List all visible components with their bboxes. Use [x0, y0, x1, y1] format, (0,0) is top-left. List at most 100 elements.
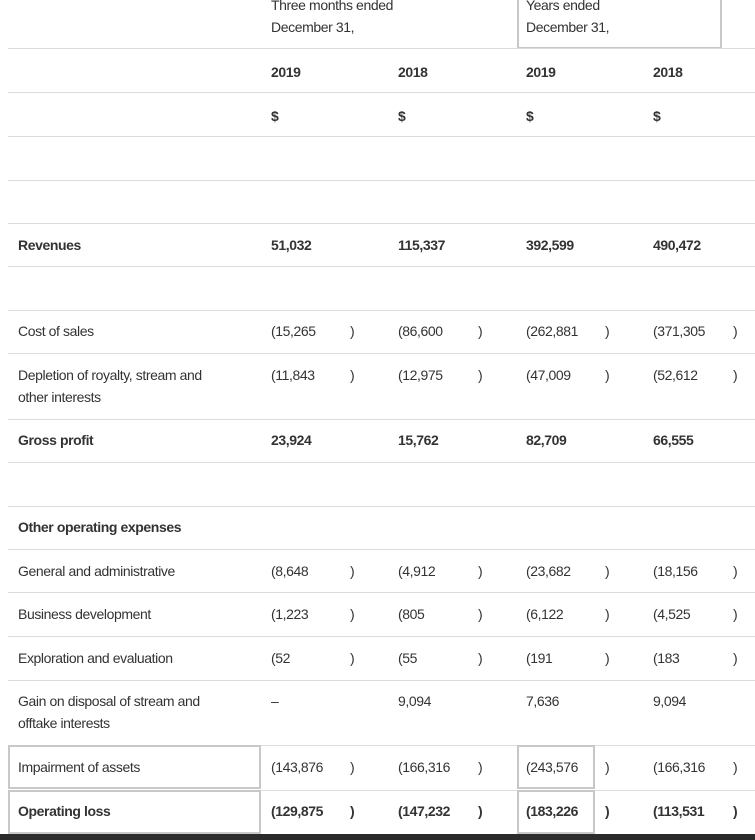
close-paren: )	[478, 803, 483, 819]
year-col-3: 2019	[526, 64, 556, 80]
row-value: (4,912	[398, 563, 436, 579]
highlight-value-box	[517, 745, 595, 789]
highlight-label-box	[8, 790, 261, 834]
currency-col-1: $	[271, 108, 279, 124]
close-paren: )	[733, 759, 738, 775]
years-header-line2: December 31,	[526, 19, 610, 35]
row-value: (15,265	[271, 323, 316, 339]
row-divider	[8, 353, 755, 354]
row-value: –	[271, 693, 279, 709]
row-divider	[8, 419, 755, 420]
row-label: Gain on disposal of stream and	[18, 693, 200, 709]
close-paren: )	[605, 650, 610, 666]
close-paren: )	[733, 803, 738, 819]
close-paren: )	[605, 803, 610, 819]
row-label: Gross profit	[18, 432, 94, 448]
currency-col-2: $	[398, 108, 406, 124]
year-col-2: 2018	[398, 64, 428, 80]
three-months-header-line2: December 31,	[271, 19, 355, 35]
row-divider	[8, 223, 755, 224]
row-value: 66,555	[653, 432, 694, 448]
row-value: (86,600	[398, 323, 443, 339]
row-value: (113,531	[653, 803, 705, 819]
row-value: (52,612	[653, 367, 698, 383]
highlight-label-box	[8, 745, 261, 789]
row-label: Business development	[18, 606, 151, 622]
row-value: 392,599	[526, 237, 574, 253]
row-value: (12,975	[398, 367, 443, 383]
close-paren: )	[478, 650, 483, 666]
row-label: Other operating expenses	[18, 519, 182, 535]
row-divider	[8, 745, 755, 746]
row-divider	[8, 48, 755, 49]
year-col-1: 2019	[271, 64, 301, 80]
close-paren: )	[478, 563, 483, 579]
row-value: (129,875	[271, 803, 324, 819]
row-value: (166,316	[653, 759, 706, 775]
row-value: (52	[271, 650, 291, 666]
row-value: (18,156	[653, 563, 698, 579]
row-value: (243,576	[526, 759, 579, 775]
close-paren: )	[733, 367, 738, 383]
row-divider	[8, 310, 755, 311]
row-divider	[8, 592, 755, 593]
row-value: (143,876	[271, 759, 324, 775]
row-value: (191	[526, 650, 553, 666]
row-value: (183,226	[526, 803, 579, 819]
row-divider	[8, 136, 755, 137]
row-label: Exploration and evaluation	[18, 650, 173, 666]
row-value: 9,094	[653, 693, 687, 709]
currency-col-4: $	[653, 108, 661, 124]
close-paren: )	[733, 563, 738, 579]
close-paren: )	[733, 650, 738, 666]
row-divider	[8, 549, 755, 550]
year-col-4: 2018	[653, 64, 683, 80]
row-value: (55	[398, 650, 418, 666]
close-paren: )	[350, 650, 355, 666]
close-paren: )	[605, 323, 610, 339]
row-value: (166,316	[398, 759, 451, 775]
close-paren: )	[733, 606, 738, 622]
close-paren: )	[350, 367, 355, 383]
close-paren: )	[478, 759, 483, 775]
highlight-value-box	[517, 790, 595, 834]
close-paren: )	[350, 563, 355, 579]
row-value: 7,636	[526, 693, 560, 709]
bottom-bar	[0, 834, 755, 840]
row-value: 9,094	[398, 693, 432, 709]
row-value: (23,682	[526, 563, 571, 579]
row-label: offtake interests	[18, 715, 110, 731]
row-divider	[8, 680, 755, 681]
currency-col-3: $	[526, 108, 534, 124]
row-label: Impairment of assets	[18, 759, 140, 775]
years-header-line1: Years ended	[526, 0, 600, 13]
row-value: 51,032	[271, 237, 312, 253]
row-value: 23,924	[271, 432, 312, 448]
close-paren: )	[478, 323, 483, 339]
row-value: (11,843	[271, 367, 315, 383]
row-value: 115,337	[398, 237, 446, 253]
row-divider	[8, 92, 755, 93]
close-paren: )	[478, 606, 483, 622]
row-label: Depletion of royalty, stream and	[18, 367, 202, 383]
close-paren: )	[350, 803, 355, 819]
close-paren: )	[605, 759, 610, 775]
close-paren: )	[350, 606, 355, 622]
close-paren: )	[605, 606, 610, 622]
close-paren: )	[350, 759, 355, 775]
row-value: (147,232	[398, 803, 451, 819]
row-label: Cost of sales	[18, 323, 94, 339]
row-label: other interests	[18, 389, 101, 405]
row-divider	[8, 636, 755, 637]
three-months-header-line1: Three months ended	[271, 0, 393, 13]
row-divider	[8, 266, 755, 267]
row-label: General and administrative	[18, 563, 175, 579]
row-value: (262,881	[526, 323, 579, 339]
close-paren: )	[605, 563, 610, 579]
row-label: Revenues	[18, 237, 81, 253]
row-value: (8,648	[271, 563, 309, 579]
row-divider	[8, 462, 755, 463]
row-value: (47,009	[526, 367, 571, 383]
row-value: (805	[398, 606, 425, 622]
row-value: 490,472	[653, 237, 701, 253]
